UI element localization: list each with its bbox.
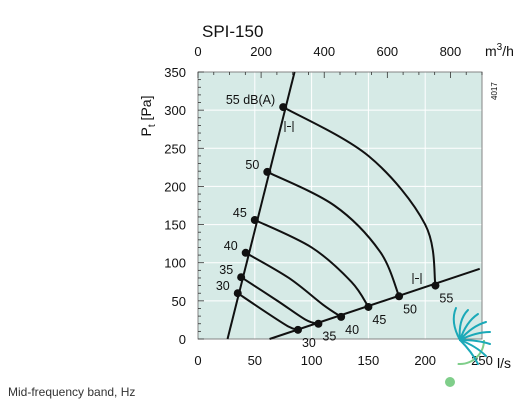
y-tick-label: 50 [172, 294, 186, 309]
curve-end-point [395, 292, 404, 301]
system-line [269, 267, 481, 340]
curve-start-label: 35 [219, 263, 233, 277]
x2-axis-unit: m3/h [485, 42, 514, 59]
x-tick-label: 200 [414, 353, 436, 368]
curve-start-label: 30 [216, 279, 230, 293]
curve-start-point [263, 167, 272, 176]
curve-start-point [250, 215, 259, 224]
curve-end-point [293, 325, 302, 334]
x2-tick-label: 200 [250, 44, 272, 59]
curve-start-point [241, 248, 250, 257]
y-tick-label: 350 [164, 65, 186, 80]
sound-curve [254, 219, 370, 308]
curve-end-label: 45 [372, 313, 386, 327]
curve-end-label: 40 [345, 323, 359, 337]
sound-curve [240, 276, 319, 325]
y-tick-label: 200 [164, 179, 186, 194]
curve-end-label: 50 [403, 302, 417, 316]
x-axis-unit: l/s [497, 355, 511, 371]
axis-tick-labels: 0 50 100 150 200 250 0 50 100 150 200 250 300 350 0 200… [164, 44, 493, 368]
brand-logo [435, 307, 491, 387]
curve-end-point [364, 302, 373, 311]
x-tick-label: 0 [194, 353, 201, 368]
x2-tick-label: 800 [440, 44, 462, 59]
curve-end-point [337, 312, 346, 321]
plot-area [198, 72, 482, 339]
sound-curve [245, 251, 342, 318]
y-axis-title: Pt [Pa] [138, 96, 158, 137]
y-tick-label: 0 [179, 332, 186, 347]
logo-dot [445, 377, 455, 387]
curve-start-label: 50 [245, 158, 259, 172]
x-tick-label: 50 [248, 353, 262, 368]
side-code: 4017 [490, 82, 499, 100]
y-tick-label: 300 [164, 103, 186, 118]
x2-tick-label: 400 [313, 44, 335, 59]
sound-curve [266, 171, 400, 297]
curve-start-label: 55 dB(A) [226, 93, 275, 107]
curve-end-label: 55 [439, 292, 453, 306]
x2-tick-label: 0 [194, 44, 201, 59]
caption: Mid-frequency band, Hz [8, 385, 136, 399]
sound-level-curves [237, 106, 437, 331]
curve-points [233, 103, 440, 334]
minor-ticks [197, 71, 483, 340]
curve-start-label: 40 [224, 239, 238, 253]
y-tick-label: 150 [164, 218, 186, 233]
curve-labels: 30 30 35 35 40 40 45 45 50 50 55 dB(A) 55 [216, 93, 454, 350]
curve-start-point [237, 273, 246, 282]
range-marker [284, 121, 422, 284]
curve-end-point [431, 281, 440, 290]
curve-start-point [279, 103, 288, 112]
chart-title: SPI-150 [202, 22, 263, 41]
curve-end-label: 35 [322, 330, 336, 344]
sound-curve [282, 106, 437, 286]
curve-start-label: 45 [233, 206, 247, 220]
x-tick-label: 150 [358, 353, 380, 368]
curve-end-label: 30 [302, 336, 316, 350]
x2-tick-label: 600 [376, 44, 398, 59]
x-tick-label: 250 [471, 353, 493, 368]
y-tick-label: 250 [164, 141, 186, 156]
curve-end-point [314, 319, 323, 328]
y-tick-label: 100 [164, 256, 186, 271]
curve-start-point [233, 289, 242, 298]
x-tick-label: 100 [301, 353, 323, 368]
